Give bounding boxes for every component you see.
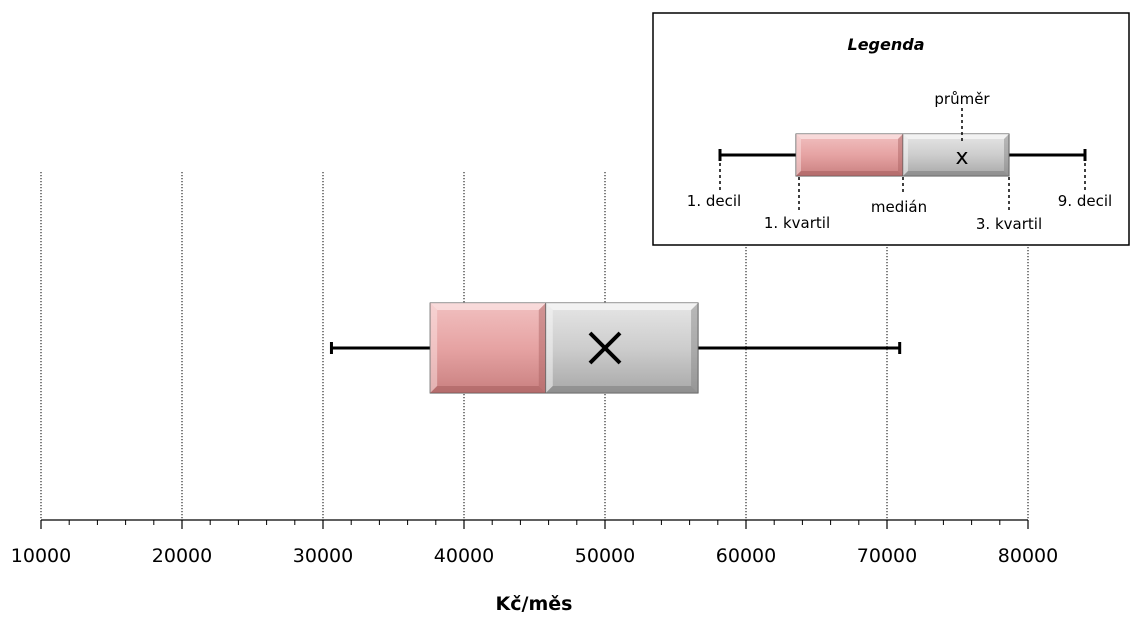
box-lower-half-bevel-left [796, 134, 801, 176]
x-tick-label: 20000 [152, 545, 212, 567]
box-upper-half-bevel-top [545, 303, 699, 310]
legend-label-quartile-1: 1. kvartil [764, 214, 830, 232]
x-tick-label: 30000 [293, 545, 353, 567]
legend-title: Legenda [848, 35, 925, 54]
legend: Legenda x průměr 1. decil 1. kvartil medián 3… [652, 12, 1130, 246]
box-lower-half-body [429, 302, 547, 394]
box-lower-half [429, 302, 547, 394]
box-lower-half-bevel-right [898, 134, 903, 176]
legend-label-median: medián [871, 198, 927, 216]
legend-label-mean: průměr [934, 90, 990, 108]
x-tick-label: 10000 [11, 545, 71, 567]
x-tick-label: 60000 [716, 545, 776, 567]
box-lower-half-bevel-bottom [430, 386, 546, 393]
legend-label-decile-9: 9. decil [1058, 192, 1112, 210]
legend-label-quartile-3: 3. kvartil [976, 215, 1042, 233]
box-lower-half [795, 133, 904, 177]
box-lower-half-bevel-bottom [796, 171, 903, 176]
mean-marker [588, 331, 622, 365]
box-upper-half-bevel-bottom [903, 171, 1009, 176]
box-upper-half-body [545, 302, 699, 394]
box-lower-half-bevel-top [796, 134, 903, 139]
box-upper-half-bevel-left [545, 303, 553, 393]
x-tick-label: 50000 [575, 545, 635, 567]
box-lower-half-body [795, 133, 904, 177]
box-lower-half-bevel-top [430, 303, 546, 310]
box-upper-half-bevel-right [691, 303, 699, 393]
legend-boxplot: x průměr 1. decil 1. kvartil medián 3. kvarti… [687, 90, 1112, 233]
x-axis: 10000 20000 30000 40000 50000 60000 70000 80000 [11, 519, 1058, 567]
legend-frame [652, 12, 1130, 246]
box-upper-half-body [902, 133, 1010, 177]
box-upper-half [902, 133, 1010, 177]
box-upper-half-bevel-top [903, 134, 1009, 139]
x-tick-label: 80000 [998, 545, 1058, 567]
box-upper-half [545, 302, 699, 394]
box-lower-half-bevel-right [538, 303, 546, 393]
legend-mean-marker: x [955, 145, 968, 170]
legend-label-decile-1: 1. decil [687, 192, 741, 210]
x-tick-label: 40000 [434, 545, 494, 567]
mean-marker-stroke [588, 331, 622, 365]
x-axis-label: Kč/měs [496, 593, 573, 615]
box-upper-half-bevel-left [903, 134, 908, 176]
x-tick-label: 70000 [857, 545, 917, 567]
box-upper-half-bevel-bottom [545, 386, 699, 393]
box-lower-half-bevel-left [430, 303, 438, 393]
boxplot [329, 302, 902, 394]
box-upper-half-bevel-right [1004, 134, 1009, 176]
